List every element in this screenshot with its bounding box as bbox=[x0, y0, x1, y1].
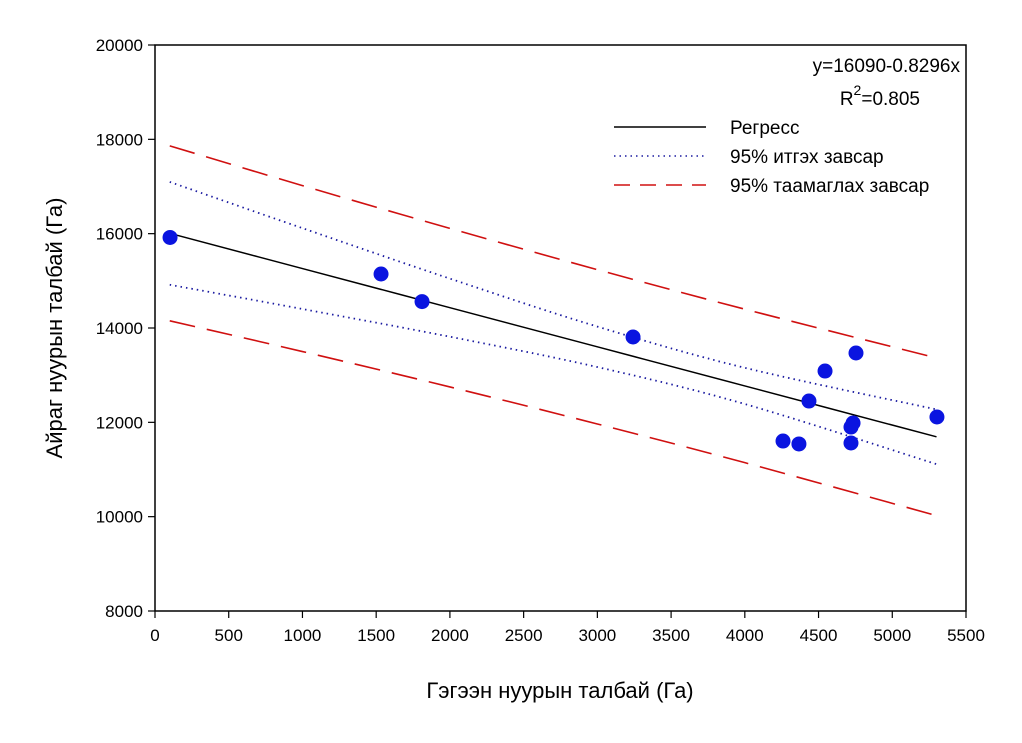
y-tick-label: 20000 bbox=[96, 36, 143, 55]
x-tick-label: 3000 bbox=[578, 626, 616, 645]
regression-line bbox=[169, 232, 937, 438]
data-point bbox=[791, 436, 807, 452]
y-tick-label: 14000 bbox=[96, 319, 143, 338]
series-lines bbox=[169, 145, 937, 517]
data-point bbox=[843, 435, 859, 451]
data-point bbox=[801, 393, 817, 409]
y-axis-label: Айраг нуурын талбай (Га) bbox=[42, 198, 67, 459]
legend-label: 95% таамаглах завсар bbox=[730, 176, 929, 197]
prediction-band-lower bbox=[169, 320, 937, 517]
data-point bbox=[775, 433, 791, 449]
x-tick-label: 4000 bbox=[726, 626, 764, 645]
confidence-band-upper bbox=[169, 181, 937, 411]
x-tick-label: 1500 bbox=[357, 626, 395, 645]
legend: Регресс 95% итгэх завсар 95% таамаглах зав… bbox=[614, 118, 929, 197]
x-tick-label: 1000 bbox=[284, 626, 322, 645]
data-point bbox=[373, 266, 389, 282]
data-point bbox=[817, 363, 833, 379]
data-point bbox=[929, 409, 945, 425]
y-tick-label: 8000 bbox=[105, 602, 143, 621]
x-tick-label: 500 bbox=[215, 626, 243, 645]
x-tick-label: 4500 bbox=[800, 626, 838, 645]
x-tick-label: 5000 bbox=[873, 626, 911, 645]
x-tick-label: 2500 bbox=[505, 626, 543, 645]
y-tick-label: 16000 bbox=[96, 225, 143, 244]
plot-frame bbox=[154, 44, 967, 612]
legend-label: Регресс bbox=[730, 118, 799, 139]
x-tick-label: 5500 bbox=[947, 626, 985, 645]
y-tick-label: 18000 bbox=[96, 130, 143, 149]
confidence-band-lower bbox=[169, 283, 937, 466]
x-tick-label: 2000 bbox=[431, 626, 469, 645]
axis-ticks: 0 500 1000 1500 2000 2500 3000 3500 4000 4500 5000… bbox=[96, 36, 985, 645]
data-point bbox=[843, 419, 859, 435]
data-points bbox=[162, 229, 945, 452]
y-tick-label: 10000 bbox=[96, 508, 143, 527]
r-squared: R2=0.805 bbox=[840, 82, 920, 110]
data-point bbox=[414, 294, 430, 310]
prediction-band-upper bbox=[169, 145, 937, 359]
legend-label: 95% итгэх завсар bbox=[730, 147, 884, 168]
x-tick-label: 3500 bbox=[652, 626, 690, 645]
x-tick-label: 0 bbox=[150, 626, 159, 645]
regression-equation: y=16090-0.8296x bbox=[813, 56, 961, 77]
data-point bbox=[625, 329, 641, 345]
x-axis-label: Гэгээн нуурын талбай (Га) bbox=[426, 678, 693, 703]
y-tick-label: 12000 bbox=[96, 413, 143, 432]
data-point bbox=[848, 345, 864, 361]
data-point bbox=[162, 229, 178, 245]
